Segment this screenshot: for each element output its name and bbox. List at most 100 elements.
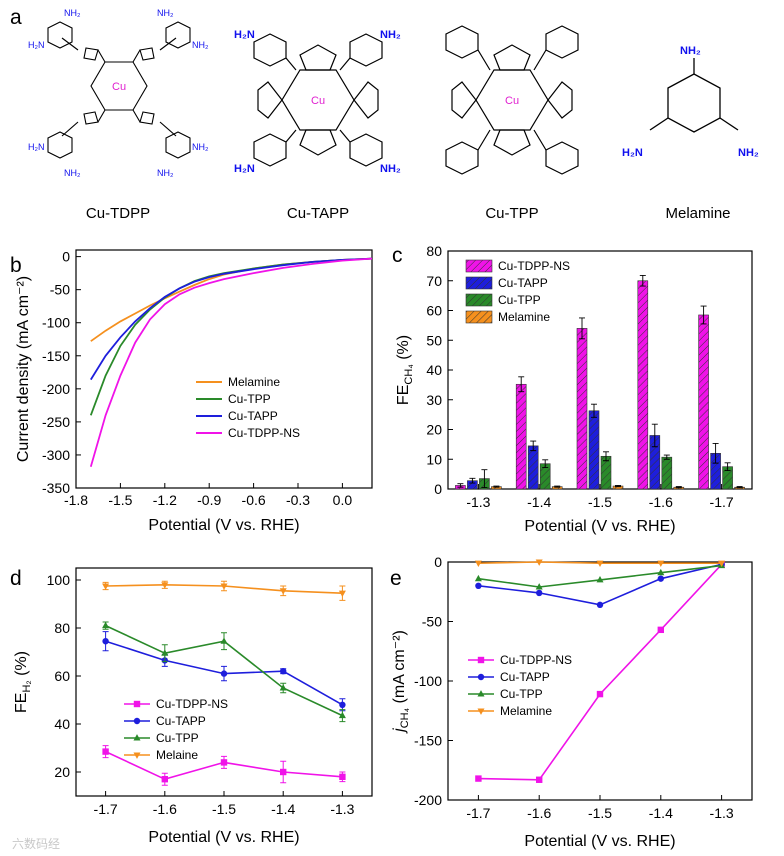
- x-tick-label: -1.2: [153, 492, 177, 508]
- y-label-sub: CH₄: [399, 707, 411, 728]
- x-tick-label: -1.4: [649, 805, 673, 821]
- legend-marker-cu-tdpp-ns: [133, 700, 141, 708]
- data-point-cu-tpp: [279, 684, 287, 691]
- cu-tdpp-structure: [47, 21, 191, 159]
- y-label-unit: (mA cm⁻²): [391, 630, 408, 708]
- legend-swatch-cu-tdpp-ns: [465, 259, 493, 273]
- error-bar-cu-tapp: [591, 403, 597, 418]
- data-point-cu-tdpp-ns: [536, 776, 543, 783]
- data-point-melaine: [279, 588, 287, 595]
- nh2-label-tdpp-1: NH₂: [64, 8, 81, 18]
- x-tick-label: -1.7: [710, 494, 734, 510]
- y-tick-label: 0: [434, 554, 442, 570]
- nh2-label-tdpp-4: NH₂: [192, 142, 209, 152]
- data-point-melaine: [338, 590, 346, 598]
- data-point-cu-tpp: [657, 568, 665, 576]
- panel-b-current-density: -1.8 -1.5 -1.2 -0.9 -0.6 -0.3 0.0 0 -50 -100 -150 -…: [15, 249, 373, 534]
- legend-marker-melamine: [477, 708, 485, 715]
- error-bar-cu-tapp: [469, 477, 476, 484]
- bar-cu-tdpp-ns: [515, 383, 527, 490]
- y-tick-label: -150: [414, 733, 442, 749]
- panel-c-fe-ch4: -1.3 -1.4 -1.5 -1.6 -1.7 0 10 20 30 40 50 60 70 80 Pot…: [395, 243, 753, 535]
- y-label-main: FE: [395, 385, 412, 405]
- error-bar-cu-tpp: [603, 451, 609, 462]
- legend-label-cu-tapp: Cu-TAPP: [228, 409, 278, 423]
- data-point-cu-tapp: [475, 582, 482, 589]
- error-bar-cu-tpp: [663, 454, 670, 460]
- y-tick-label: -150: [42, 348, 70, 364]
- bar-cu-tapp: [588, 410, 600, 490]
- data-point-melamine: [535, 559, 543, 566]
- bar-cu-tdpp-ns: [637, 280, 649, 490]
- x-axis-label: Potential (V vs. RHE): [148, 517, 299, 534]
- nh2-label-tdpp-5: NH₂: [64, 168, 81, 178]
- bar-cu-tdpp-ns: [576, 328, 588, 490]
- cu-tpp-structure: [445, 25, 579, 175]
- cu-atom-tdpp: Cu: [112, 81, 126, 93]
- x-axis-label: Potential (V vs. RHE): [148, 829, 299, 846]
- data-point-cu-tapp: [657, 575, 664, 582]
- error-bar-cu-tdpp-ns: [639, 274, 646, 287]
- x-tick-label: -1.5: [588, 494, 612, 510]
- data-point-cu-tdpp-ns: [475, 775, 482, 782]
- series-line-cu-tapp: [90, 257, 373, 381]
- y-tick-label: 30: [426, 392, 442, 408]
- panel-letter-c: c: [392, 244, 403, 267]
- legend-label-melaine: Melaine: [156, 748, 198, 762]
- y-tick-label: -50: [50, 282, 70, 298]
- data-point-cu-tdpp-ns: [161, 776, 168, 783]
- legend-label-melamine: Melamine: [498, 310, 550, 324]
- nh2-label-tdpp-6: NH₂: [157, 168, 174, 178]
- panel-a: a Cu NH₂ NH₂ H₂N NH₂ H₂N NH₂ NH₂ NH₂: [10, 6, 759, 222]
- y-tick-label: 20: [54, 764, 70, 780]
- error-bar-cu-tpp: [724, 462, 731, 472]
- bar-cu-tdpp-ns: [698, 314, 709, 490]
- error-bar-cu-tdpp-ns: [457, 483, 464, 488]
- data-point-melamine: [718, 560, 726, 568]
- nh2-label-tdpp-3: NH₂: [192, 40, 209, 50]
- y-tick-label: 60: [426, 303, 442, 319]
- y-tick-label: -50: [422, 614, 442, 630]
- panel-d-fe-h2: -1.7 -1.6 -1.5 -1.4 -1.3 20 40 60 80 100 Potential…: [13, 567, 373, 846]
- molecule-name-cu-tapp: Cu-TAPP: [287, 205, 349, 222]
- watermark: 六数码经: [12, 836, 60, 851]
- legend-marker-cu-tapp: [133, 717, 141, 725]
- legend-label-cu-tdpp-ns: Cu-TDPP-NS: [156, 697, 228, 711]
- h2n-label-tapp-2: H₂N: [234, 163, 255, 175]
- molecule-name-cu-tdpp: Cu-TDPP: [86, 205, 150, 222]
- y-tick-label: 50: [426, 332, 442, 348]
- error-bar-cu-tdpp-ns: [700, 305, 707, 325]
- nh2-label-melamine-2: NH₂: [738, 147, 759, 159]
- y-tick-label: -200: [42, 381, 70, 397]
- error-bar-melamine: [615, 484, 621, 488]
- error-bar-cu-tpp: [481, 469, 488, 488]
- x-tick-label: -1.4: [271, 801, 295, 817]
- y-tick-label: 0: [434, 481, 442, 497]
- legend-label-cu-tapp: Cu-TAPP: [156, 714, 206, 728]
- h2n-label-tdpp-1: H₂N: [28, 40, 45, 50]
- data-point-cu-tapp: [280, 668, 287, 675]
- error-bar-cu-tdpp-ns: [518, 376, 525, 393]
- y-tick-label: 70: [426, 273, 442, 289]
- nh2-label-tapp-2: NH₂: [380, 163, 401, 175]
- melamine-structure: [649, 58, 739, 133]
- data-point-cu-tdpp-ns: [339, 773, 346, 780]
- y-tick-label: -250: [42, 414, 70, 430]
- panel-letter-b: b: [10, 254, 22, 277]
- error-bar-melamine: [736, 486, 743, 489]
- bar-cu-tpp: [661, 456, 673, 490]
- data-point-cu-tdpp-ns: [596, 690, 604, 698]
- x-tick-label: -1.6: [527, 805, 551, 821]
- y-axis-label: Current density (mA cm⁻²): [15, 276, 32, 462]
- data-point-cu-tdpp-ns: [102, 748, 109, 755]
- legend-label-cu-tpp: Cu-TPP: [228, 392, 271, 406]
- legend-label-cu-tpp: Cu-TPP: [498, 293, 541, 307]
- nh2-label-tapp-1: NH₂: [380, 29, 401, 41]
- legend-label-melamine: Melamine: [228, 375, 280, 389]
- data-point-cu-tapp: [596, 601, 604, 609]
- y-label-unit: (%): [13, 651, 30, 680]
- y-tick-label: -100: [42, 315, 70, 331]
- panel-e-j-ch4: -1.7 -1.6 -1.5 -1.4 -1.3 0 -50 -100 -150 -200 Pote…: [391, 554, 753, 850]
- y-label-main: FE: [13, 693, 30, 713]
